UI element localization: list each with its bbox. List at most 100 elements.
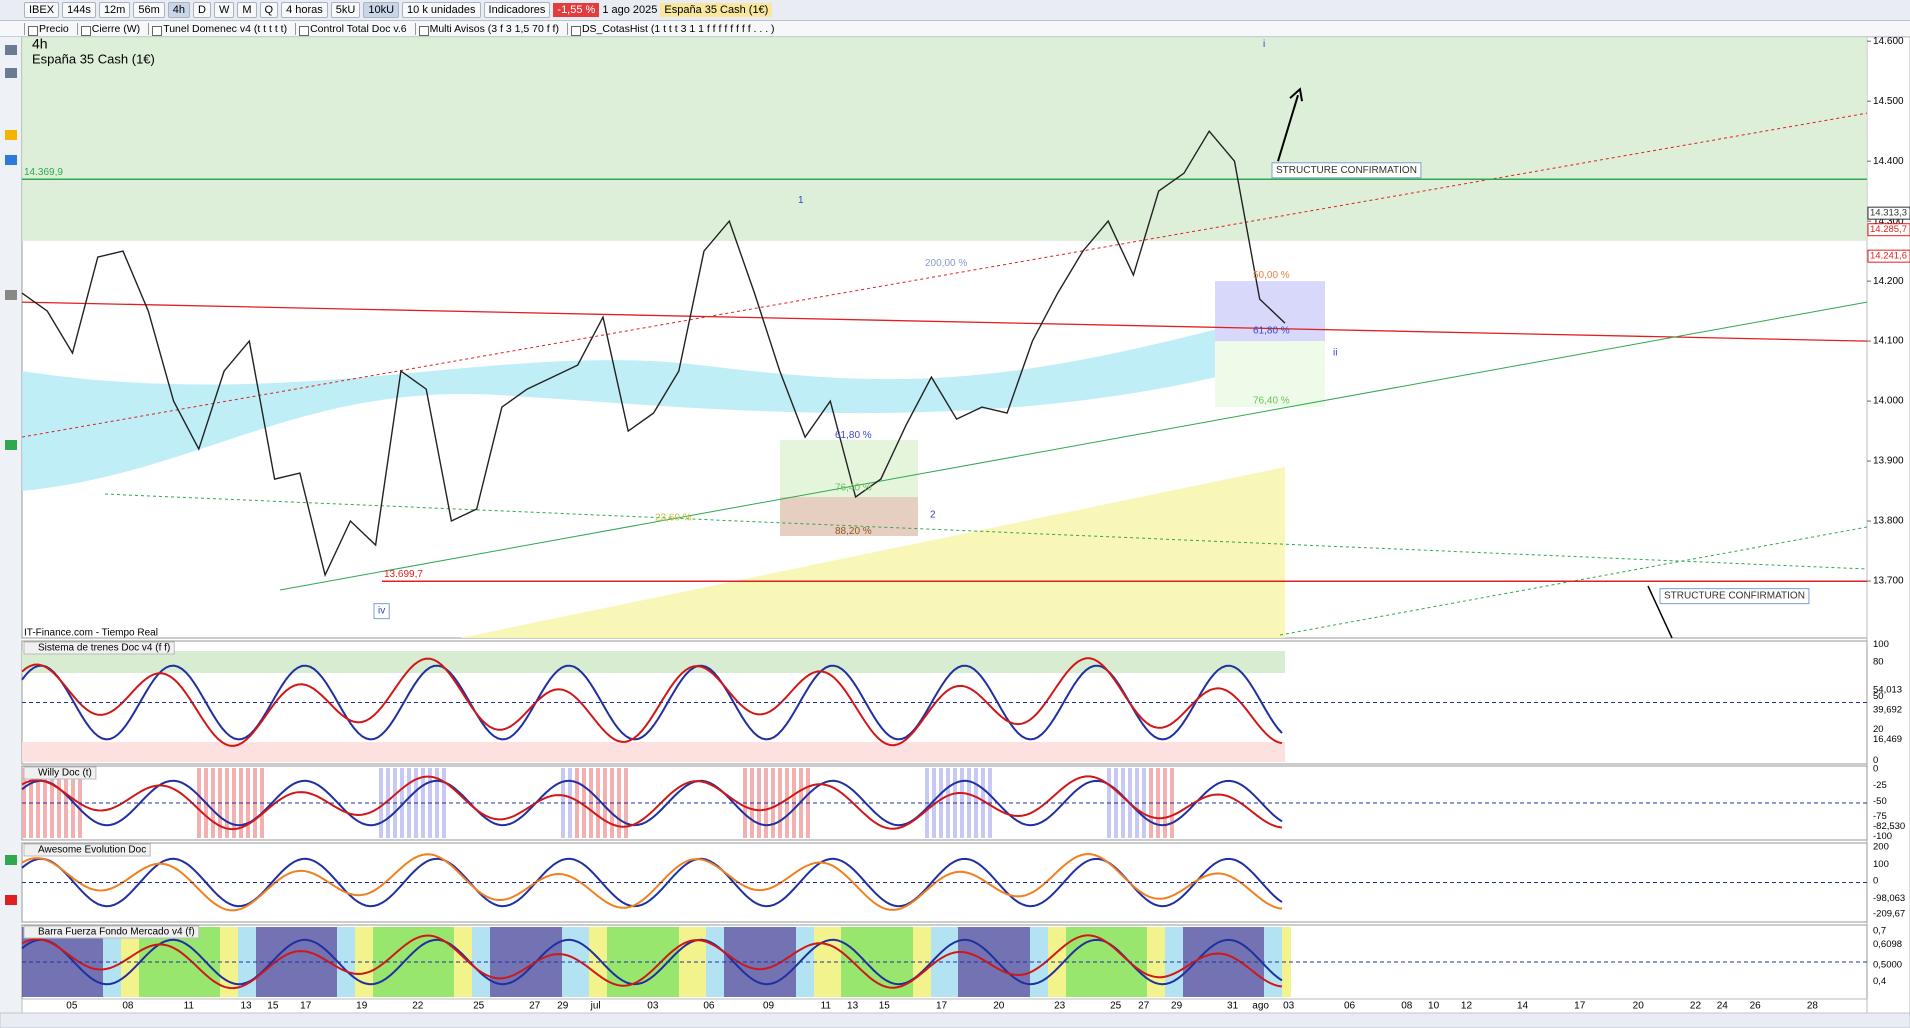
x-tick-label: 29	[1171, 1001, 1183, 1012]
oscillator-line	[21, 664, 1283, 741]
y-tick-label: 13.800	[1873, 516, 1904, 527]
pane-axis-label: -50	[1873, 796, 1887, 807]
regime-bar	[1066, 927, 1075, 997]
instrument-badge: España 35 Cash (1€)	[660, 3, 773, 17]
pane-axis-label: -82,530	[1873, 821, 1905, 832]
pane-title-bg	[23, 766, 97, 780]
annotation-box	[1659, 588, 1810, 605]
pane-axis-label: 0	[1873, 755, 1878, 766]
regime-bar	[661, 927, 670, 997]
regime-bar	[472, 927, 481, 997]
annotation: 1	[798, 195, 804, 206]
oscillator-line	[21, 657, 1283, 747]
regime-bar	[625, 927, 634, 997]
regime-bar	[211, 927, 220, 997]
x-tick-label: ago	[1252, 1001, 1269, 1012]
x-tick-label: 17	[936, 1001, 948, 1012]
pane-axis-label: -100	[1873, 831, 1892, 842]
x-tick-label: 10	[1428, 1001, 1440, 1012]
regime-bar	[1039, 927, 1048, 997]
y-tick-label: 14.400	[1873, 156, 1904, 167]
toolbar-button[interactable]: 4 horas	[281, 2, 328, 18]
toolbar-button[interactable]: 10kU	[363, 2, 400, 18]
annotation: iv	[378, 606, 385, 617]
annotation: STRUCTURE CONFIRMATION	[1664, 591, 1805, 602]
axis-marker	[1867, 206, 1910, 220]
oscillator-line	[21, 779, 1283, 827]
toolbar-button[interactable]: D	[193, 2, 211, 18]
toolbar-button[interactable]: Q	[259, 2, 279, 18]
x-tick-label: 22	[1690, 1001, 1702, 1012]
annotation: i	[1263, 39, 1265, 50]
pane-title: Willy Doc (t)	[38, 768, 92, 779]
toolbar-button[interactable]: IBEX	[24, 2, 60, 18]
toolbar-button[interactable]: 10 k unidades	[402, 2, 481, 18]
indicator-tab[interactable]: Control Total Doc v.6	[295, 22, 412, 36]
pane-axis-label: 0,4	[1873, 976, 1886, 987]
pane-axis-label: 50	[1873, 691, 1884, 702]
x-tick-label: 11	[184, 1001, 195, 1012]
regime-bar	[967, 927, 976, 997]
toolbar-button[interactable]: Indicadores	[483, 2, 551, 18]
x-tick-label: 26	[1750, 1001, 1762, 1012]
regime-bar	[85, 927, 94, 997]
data-source: IT-Finance.com - Tiempo Real	[24, 628, 158, 639]
regime-bar	[526, 927, 535, 997]
indicator-tab[interactable]: Cierre (W)	[76, 22, 145, 36]
regime-bar	[220, 927, 229, 997]
annotation: 2	[930, 510, 936, 521]
pane-title: Awesome Evolution Doc	[38, 845, 146, 856]
toolbar-button[interactable]: 12m	[98, 2, 131, 18]
overbought-zone	[22, 651, 1285, 673]
pane-axis-label: -209,67	[1873, 909, 1905, 920]
regime-bar	[1165, 927, 1174, 997]
regime-bar	[877, 927, 886, 997]
price-level-label: 13.699,7	[384, 569, 423, 580]
pane-title: Barra Fuerza Fondo Mercado v4 (f)	[38, 927, 195, 938]
annotation: 88,20 %	[835, 526, 872, 537]
indicator-tab[interactable]: Tunel Domenec v4 (t t t t t)	[148, 22, 292, 36]
regime-bar	[1255, 927, 1264, 997]
x-tick-label: 24	[1717, 1001, 1729, 1012]
x-tick-label: 25	[1110, 1001, 1122, 1012]
pane-axis-label: 0	[1873, 763, 1878, 774]
regime-bar	[913, 927, 922, 997]
pane-axis-label: 20	[1873, 724, 1884, 735]
y-tick-label: 14.200	[1873, 276, 1904, 287]
indicator-tab[interactable]: Precio	[24, 22, 74, 36]
y-tick-label: 13.900	[1873, 456, 1904, 467]
toolbar-button[interactable]: 56m	[133, 2, 165, 18]
indicator-tab[interactable]: DS_CotasHist (1 t t t 3 1 1 f f f f f f …	[566, 22, 780, 36]
oversold-zone	[22, 742, 1285, 762]
x-tick-label: 12	[1461, 1001, 1473, 1012]
annotation: 23,60 %	[655, 513, 692, 524]
x-tick-label: 20	[993, 1001, 1005, 1012]
toolbar-button[interactable]: 144s	[62, 2, 96, 18]
supply-zone	[22, 37, 1867, 241]
x-tick-label: 29	[557, 1001, 569, 1012]
regime-bar	[1156, 927, 1165, 997]
y-tick-label: 14.100	[1873, 336, 1904, 347]
regime-bar	[940, 927, 949, 997]
pane-axis-label: 100	[1873, 639, 1889, 650]
regime-bar	[1030, 927, 1039, 997]
toolbar-button[interactable]: 5kU	[330, 2, 361, 18]
x-tick-label: 15	[879, 1001, 891, 1012]
regime-bar	[850, 927, 859, 997]
toolbar-button[interactable]: 4h	[167, 2, 190, 18]
regime-bar	[724, 927, 733, 997]
indicator-tab[interactable]: Multi Avisos (3 f 3 1,5 70 f f)	[414, 22, 564, 36]
toolbar-button[interactable]: W	[213, 2, 235, 18]
pane-title: Sistema de trenes Doc v4 (f f)	[38, 643, 170, 654]
main-layers	[21, 37, 1868, 639]
toolbar-button[interactable]: M	[237, 2, 257, 18]
regime-bar	[157, 927, 166, 997]
x-tick-label: 25	[473, 1001, 485, 1012]
date-label: 1 ago 2025	[602, 4, 658, 16]
regime-bar	[652, 927, 661, 997]
fib-zone-2	[780, 497, 918, 537]
pane-axis-label: 0	[1873, 875, 1878, 886]
regime-bar	[58, 927, 67, 997]
